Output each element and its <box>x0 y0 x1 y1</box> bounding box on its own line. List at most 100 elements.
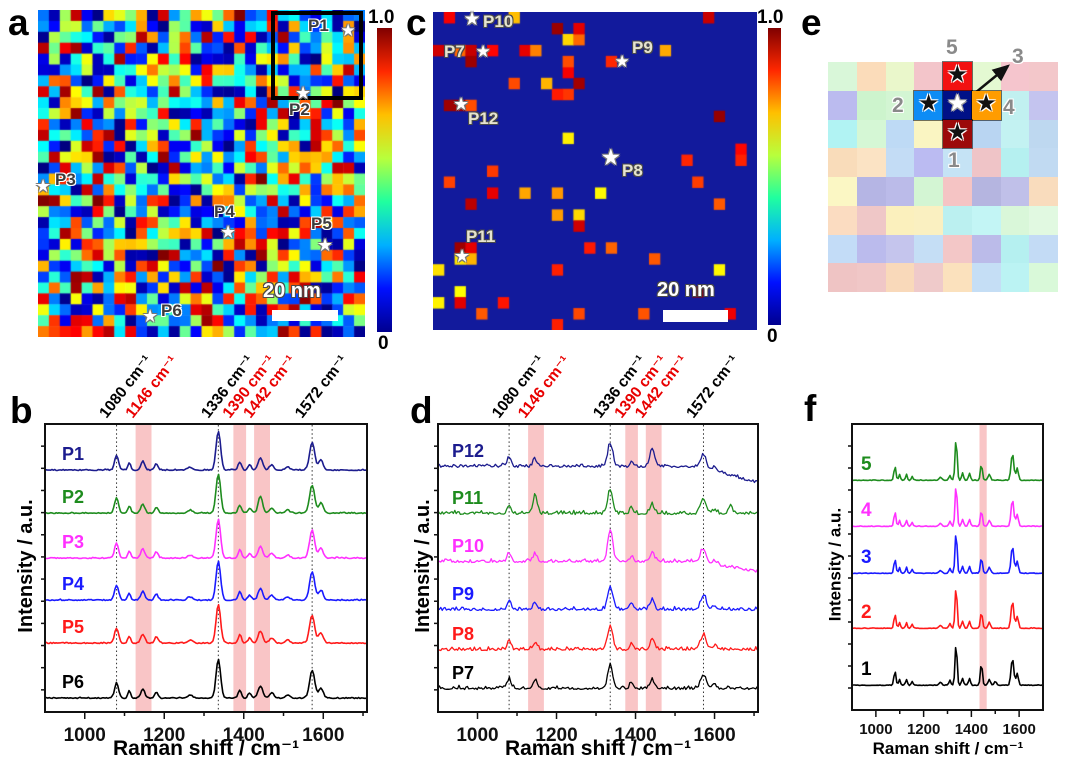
point-label-p3: P3 <box>55 170 76 189</box>
starred-pixel: ★ <box>970 89 1002 121</box>
pixel-cell <box>828 119 857 149</box>
pixel-cell <box>914 119 943 149</box>
colorbar-c <box>768 28 781 325</box>
spectrum-P5 <box>44 603 368 645</box>
series-label-P5: P5 <box>62 617 84 637</box>
pixel-cell <box>828 62 857 91</box>
pixel-cell <box>885 234 915 264</box>
x-tick-label: 1200 <box>907 721 940 738</box>
series-label-P4: P4 <box>62 574 84 594</box>
colorbar-c-min: 0 <box>767 326 778 347</box>
series-label-1: 1 <box>861 659 872 680</box>
spectrum-2 <box>851 590 1043 630</box>
pixel-cell <box>828 205 857 235</box>
pixel-1-label: 1 <box>948 149 960 172</box>
pixel-2-label: 2 <box>892 94 904 117</box>
pixel-cell <box>914 234 943 264</box>
series-label-P2: P2 <box>62 487 84 507</box>
pixel-cell <box>1000 263 1030 292</box>
scale-bar-a-label: 20 nm <box>263 280 321 302</box>
point-label-p11: P11 <box>466 227 496 246</box>
pixel-cell <box>1000 90 1030 120</box>
series-label-P1: P1 <box>62 444 84 464</box>
panel-b-xlabel: Raman shift / cm⁻¹ <box>112 737 300 760</box>
highlight-band <box>645 425 662 711</box>
spectrum-P4 <box>44 560 368 602</box>
point-label-p2: P2 <box>289 100 310 119</box>
pixel-cell <box>885 205 915 235</box>
point-label-p4: P4 <box>214 202 235 221</box>
spectrum-P10 <box>437 529 758 573</box>
spectrum-5 <box>851 442 1043 482</box>
pixel-cell <box>943 177 972 206</box>
pixel-cell <box>856 205 886 235</box>
white-star-icon: ★ <box>453 94 470 114</box>
scale-bar-c <box>663 310 728 322</box>
pixel-cell <box>943 148 972 177</box>
scale-bar-a <box>272 310 338 321</box>
black-star-icon: ★ <box>917 90 940 118</box>
pixel-cell <box>828 90 857 120</box>
raman-map-c <box>433 12 757 330</box>
pixel-cell <box>943 263 972 292</box>
highlight-band <box>254 425 270 711</box>
x-tick-label: 1200 <box>535 725 577 746</box>
spectrum-P1 <box>44 430 368 472</box>
series-label-P8: P8 <box>452 624 474 644</box>
highlight-band <box>625 425 638 711</box>
pixel-cell <box>828 148 857 177</box>
panel-d-letter: d <box>410 390 433 431</box>
starred-pixel: ★ <box>942 89 973 121</box>
x-tick-label: 1200 <box>143 725 185 746</box>
x-tick-label: 1400 <box>614 725 656 746</box>
zoom-box <box>271 11 363 100</box>
pixel-cell <box>856 234 886 264</box>
pixel-cell <box>885 177 915 206</box>
panel-d-xlabel: Raman shift / cm⁻¹ <box>504 737 692 760</box>
series-label-P11: P11 <box>452 488 483 508</box>
pixel-cell <box>828 234 857 264</box>
white-star-icon: ★ <box>600 143 622 170</box>
series-label-P9: P9 <box>452 584 474 604</box>
white-star-icon: ★ <box>340 20 356 40</box>
pixel-cell <box>1029 62 1058 91</box>
spectrum-P6 <box>44 658 368 700</box>
white-star-icon: ★ <box>142 306 159 326</box>
starred-pixel: ★ <box>913 89 944 121</box>
point-label-p12: P12 <box>468 109 499 128</box>
pixel-cell <box>914 205 943 235</box>
point-label-p9: P9 <box>632 38 653 57</box>
pixel-cell <box>885 119 915 149</box>
series-label-5: 5 <box>861 454 872 475</box>
scale-bar-c-label: 20 nm <box>657 279 715 301</box>
black-star-icon: ★ <box>946 61 969 89</box>
white-star-icon: ★ <box>463 8 481 30</box>
spectrum-P7 <box>437 662 758 691</box>
panel-b-letter: b <box>10 390 33 431</box>
white-star-icon: ★ <box>220 222 237 242</box>
panel-f-xlabel: Raman shift / cm⁻¹ <box>872 739 1024 758</box>
starred-pixel: ★ <box>942 61 973 92</box>
pixel-cell <box>1000 205 1030 235</box>
colorbar-a-max: 1.0 <box>368 7 395 28</box>
plot-frame <box>44 423 368 713</box>
white-star-icon: ★ <box>614 51 630 71</box>
series-label-P3: P3 <box>62 532 84 552</box>
spectrum-P12 <box>437 443 758 484</box>
x-tick-label: 1000 <box>859 721 892 738</box>
pixel-cell <box>885 90 915 120</box>
pixel-cell <box>1000 234 1030 264</box>
spectrum-4 <box>851 488 1043 528</box>
point-label-p5: P5 <box>311 214 332 233</box>
black-star-icon: ★ <box>946 118 969 146</box>
colorbar-a-min: 0 <box>378 333 389 354</box>
x-tick-label: 1600 <box>693 725 735 746</box>
x-tick-label: 1000 <box>456 725 498 746</box>
panel-e-letter: e <box>801 2 822 43</box>
zoom-pixel-grid: ★ ★ ★ ★ ★ <box>828 61 1058 292</box>
panel-c-letter: c <box>406 2 427 43</box>
white-star-icon: ★ <box>295 83 312 103</box>
